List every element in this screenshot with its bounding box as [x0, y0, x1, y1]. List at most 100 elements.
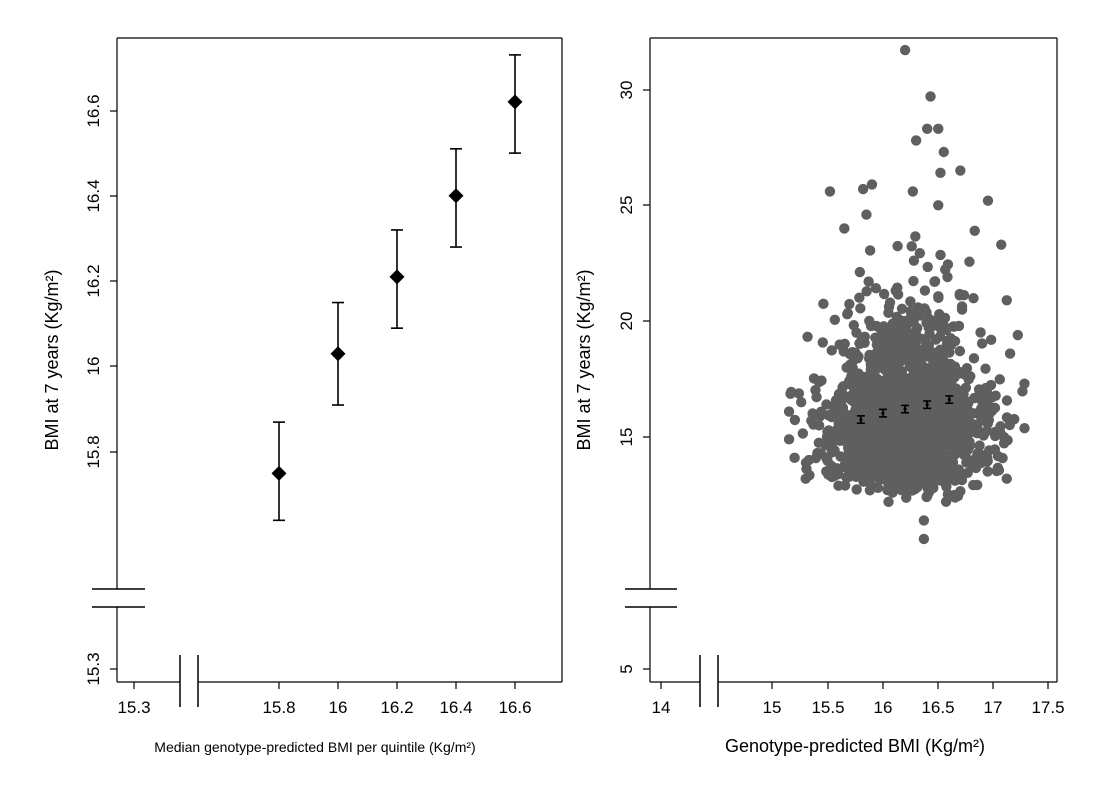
left-x-tick-label: 16.2: [380, 698, 413, 717]
scatter-point: [912, 355, 924, 366]
scatter-point: [838, 390, 849, 401]
scatter-point: [889, 450, 900, 461]
right-x-tick-label: 15.5: [811, 698, 844, 717]
scatter-point: [1019, 422, 1030, 434]
scatter-point: [871, 427, 882, 439]
scatter-point: [922, 123, 933, 135]
scatter-point: [947, 455, 958, 466]
scatter-point: [912, 380, 924, 392]
scatter-point: [918, 533, 930, 545]
scatter-point: [971, 479, 983, 491]
right-y-tick-label: 20: [617, 312, 636, 331]
scatter-point: [974, 440, 985, 451]
scatter-point: [981, 425, 993, 437]
scatter-point: [900, 315, 911, 327]
scatter-point: [994, 374, 1005, 385]
scatter-point: [903, 452, 914, 464]
scatter-point: [921, 307, 932, 318]
diamond-point: [330, 346, 346, 362]
scatter-point: [783, 434, 795, 445]
scatter-point: [789, 452, 800, 464]
scatter-point: [911, 426, 922, 438]
left-y-tick-label: 15.3: [84, 652, 103, 685]
scatter-point: [864, 485, 876, 496]
scatter-point: [857, 183, 869, 195]
scatter-point: [897, 330, 908, 342]
scatter-point: [949, 402, 961, 413]
scatter-point: [896, 303, 908, 314]
scatter-point: [855, 303, 866, 314]
right-x-tick-label: 16: [874, 698, 893, 717]
scatter-point: [913, 400, 924, 412]
left-y-tick-label: 16: [84, 357, 103, 376]
scatter-point: [905, 296, 916, 307]
left-x-tick-label: 15.3: [117, 698, 150, 717]
scatter-point: [980, 363, 991, 374]
scatter-point: [913, 471, 925, 482]
right-x-tick-label: 17: [984, 698, 1003, 717]
scatter-point: [800, 473, 811, 484]
scatter-point: [945, 358, 956, 370]
scatter-point: [930, 363, 941, 375]
right-x-axis-title: Genotype-predicted BMI (Kg/m²): [725, 736, 985, 756]
scatter-point: [908, 275, 919, 287]
scatter-point: [821, 466, 832, 477]
scatter-point: [902, 443, 913, 454]
scatter-point: [865, 461, 877, 472]
scatter-point: [891, 438, 902, 450]
scatter-point: [922, 261, 933, 273]
scatter-point: [865, 363, 877, 375]
scatter-point: [935, 352, 946, 363]
scatter-point: [943, 465, 955, 477]
scatter-point: [868, 372, 879, 383]
scatter-point: [906, 241, 917, 252]
scatter-point: [944, 373, 956, 384]
scatter-point: [892, 282, 903, 293]
scatter-point: [807, 408, 818, 419]
left-y-tick-label: 16.6: [84, 94, 103, 127]
scatter-point: [1019, 378, 1030, 389]
scatter-point: [928, 428, 939, 439]
scatter-point: [914, 247, 926, 259]
right-x-tick-label: 14: [652, 698, 671, 717]
scatter-point: [954, 345, 966, 357]
scatter-point: [1004, 348, 1016, 359]
scatter-point: [962, 404, 974, 416]
scatter-point: [887, 479, 898, 491]
scatter-point: [886, 330, 897, 341]
scatter-point: [934, 331, 946, 342]
scatter-point: [820, 440, 831, 451]
diamond-point: [507, 94, 523, 110]
scatter-point: [933, 200, 944, 211]
scatter-point: [813, 376, 825, 388]
scatter-point: [817, 337, 828, 348]
scatter-point: [875, 335, 886, 347]
scatter-point: [961, 362, 973, 374]
left-y-tick-label: 15.8: [84, 435, 103, 468]
diamond-point: [448, 188, 464, 204]
scatter-point: [934, 439, 946, 450]
scatter-point: [969, 225, 980, 236]
right-chart-marks: [856, 395, 954, 424]
mean-point: [903, 407, 907, 411]
scatter-point: [840, 415, 852, 427]
scatter-point: [821, 399, 832, 410]
scatter-point: [859, 337, 870, 348]
scatter-point: [907, 186, 919, 197]
scatter-point: [955, 485, 966, 497]
scatter-point: [821, 452, 832, 464]
scatter-point: [954, 290, 965, 301]
scatter-point: [812, 447, 823, 459]
scatter-point: [901, 379, 913, 390]
right-y-tick-label: 30: [617, 81, 636, 100]
scatter-point: [963, 454, 974, 466]
left-y-tick-label: 16.4: [84, 179, 103, 212]
scatter-point: [880, 380, 892, 391]
scatter-point: [854, 266, 866, 278]
scatter-point: [964, 426, 975, 438]
scatter-point: [921, 344, 933, 355]
scatter-point: [826, 345, 837, 356]
scatter-point: [956, 301, 968, 312]
scatter-point: [839, 223, 850, 234]
scatter-point: [872, 409, 883, 421]
